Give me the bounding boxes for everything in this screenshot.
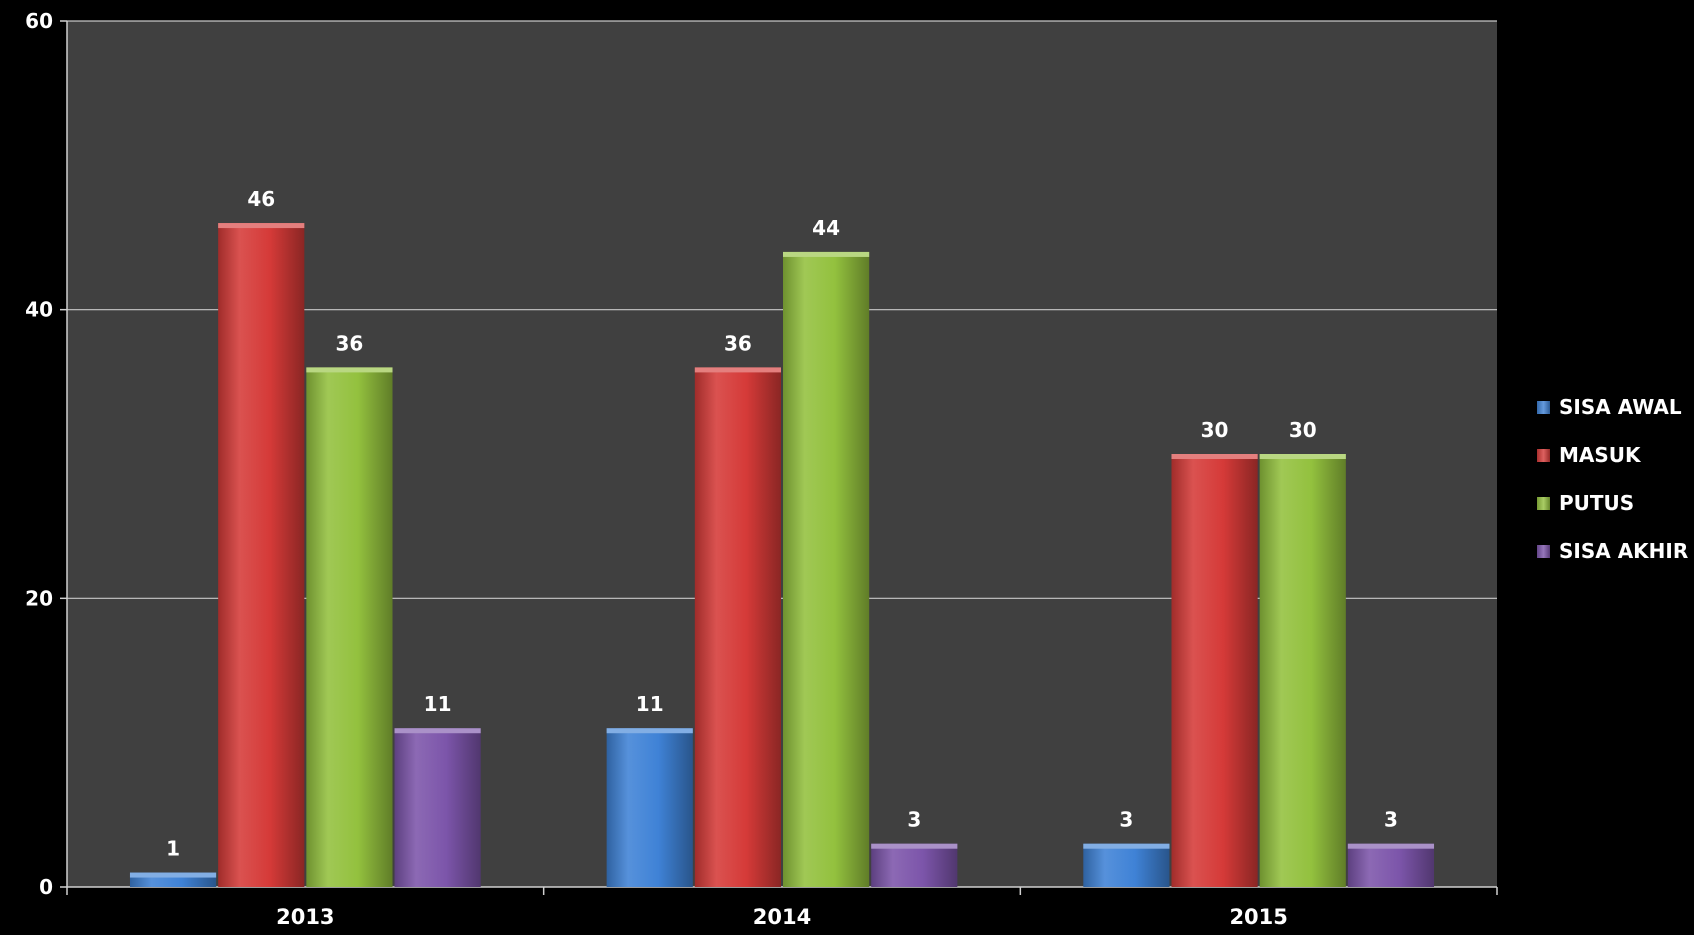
y-tick-label: 0 [39, 875, 53, 899]
data-label: 44 [812, 216, 840, 240]
data-label: 11 [424, 692, 452, 716]
bar-top-highlight [1259, 454, 1346, 459]
bar-top-highlight [783, 251, 870, 257]
bar-top-highlight [694, 367, 781, 373]
bar-sisa-akhir-2014 [871, 843, 958, 887]
legend: SISA AWAL MASUK PUTUS SISA AKHIR [1537, 383, 1689, 575]
bar-top-highlight [1171, 454, 1258, 459]
legend-swatch [1537, 400, 1550, 414]
bar-putus-2013 [306, 367, 393, 887]
legend-item-masuk: MASUK [1537, 431, 1687, 479]
data-label: 11 [636, 692, 664, 716]
data-label: 3 [1384, 808, 1398, 832]
bar-top-highlight [871, 843, 958, 849]
y-tick-label: 40 [25, 298, 53, 322]
bar-putus-2014 [783, 251, 870, 887]
x-tick-label: 2014 [753, 905, 811, 929]
data-label: 36 [336, 331, 364, 355]
bar-top-highlight [218, 223, 305, 229]
legend-item-putus: PUTUS [1537, 479, 1687, 527]
data-label: 3 [1119, 808, 1133, 832]
data-label: 1 [166, 837, 180, 861]
bar-top-highlight [394, 728, 481, 734]
data-label: 46 [247, 187, 275, 211]
legend-swatch [1537, 448, 1550, 462]
data-label: 36 [724, 331, 752, 355]
legend-item-sisa-awal: SISA AWAL [1537, 383, 1687, 431]
legend-label: SISA AWAL [1559, 395, 1682, 419]
bar-top-highlight [129, 872, 217, 878]
data-label: 3 [907, 808, 921, 832]
bar-putus-2015 [1259, 454, 1346, 887]
legend-label: PUTUS [1559, 491, 1635, 515]
data-labels: 1 46 36 11 11 36 44 3 3 30 30 3 [166, 187, 1398, 861]
bar-top-highlight [606, 728, 693, 734]
legend-swatch [1537, 544, 1550, 558]
bar-masuk-2013 [218, 223, 305, 888]
bar-top-highlight [306, 367, 393, 373]
data-label: 30 [1289, 418, 1317, 442]
x-tick-label: 2013 [276, 905, 334, 929]
bars [129, 223, 1435, 888]
y-tick-label: 60 [25, 9, 53, 33]
bar-sisa-awal-2014 [606, 728, 693, 887]
plot-area [67, 21, 1497, 887]
bar-top-highlight [1083, 843, 1170, 849]
bar-sisa-akhir-2013 [394, 728, 481, 887]
legend-item-sisa-akhir: SISA AKHIR [1537, 527, 1689, 575]
x-tick-label: 2015 [1229, 905, 1287, 929]
axes: 0 20 40 60 2013 2014 2015 [25, 9, 1498, 929]
legend-swatch [1537, 496, 1550, 510]
legend-label: MASUK [1559, 443, 1641, 467]
data-label: 30 [1201, 418, 1229, 442]
gridlines [67, 20, 1497, 599]
bar-sisa-awal-2015 [1083, 843, 1170, 887]
bar-masuk-2015 [1171, 454, 1258, 887]
bar-sisa-akhir-2015 [1347, 843, 1435, 887]
bar-masuk-2014 [694, 367, 781, 887]
legend-label: SISA AKHIR [1559, 539, 1689, 563]
bar-top-highlight [1347, 843, 1435, 849]
y-tick-label: 20 [25, 586, 53, 610]
